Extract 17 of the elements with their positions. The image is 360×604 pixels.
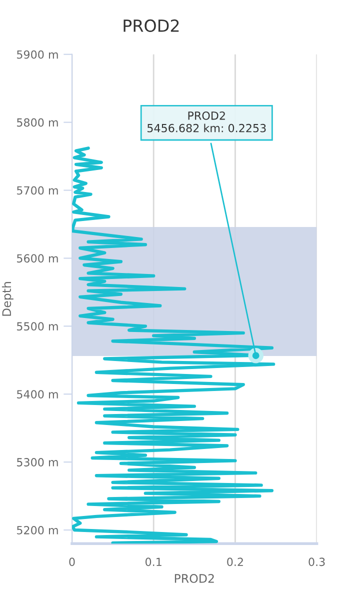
y-tick-label: 5600 m (17, 254, 58, 263)
y-tick-label: 5900 m (17, 50, 58, 59)
y-tick-label: 5500 m (17, 322, 58, 331)
x-tick-label: 0.1 (146, 558, 162, 566)
y-axis-title: Depth (2, 282, 14, 316)
y-tick-label: 5700 m (17, 186, 58, 195)
chart-title: PROD2 (124, 19, 179, 32)
y-tick-label: 5300 m (17, 458, 58, 466)
x-axis-title: PROD2 (174, 574, 214, 583)
x-tick-label: 0.2 (227, 558, 243, 566)
x-tick-label: 0 (69, 558, 75, 566)
annotation: PROD2 5456.682 km: 0.2253 (148, 111, 266, 132)
y-tick-label: 5400 m (17, 390, 58, 398)
line-series (72, 146, 276, 544)
y-tick-label: 5200 m (17, 526, 58, 534)
x-tick-label: 0.3 (308, 558, 325, 566)
y-tick-label: 5800 m (17, 118, 58, 127)
